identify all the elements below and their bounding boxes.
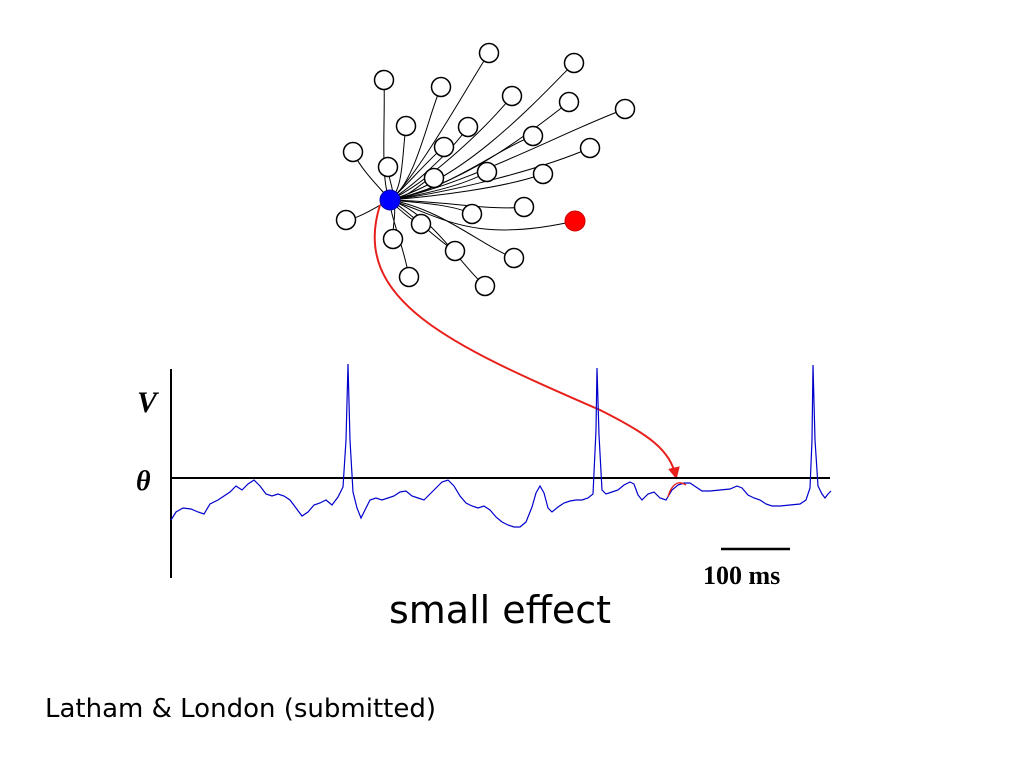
citation: Latham & London (submitted): [45, 694, 436, 724]
figure-caption: small effect: [388, 588, 612, 632]
presynaptic-neuron: [513, 196, 535, 218]
presynaptic-neuron: [501, 85, 523, 107]
presynaptic-neuron: [474, 275, 496, 297]
presynaptic-neuron: [430, 76, 452, 98]
presynaptic-neuron: [461, 203, 483, 225]
network-diagram: [335, 42, 636, 297]
presynaptic-neuron: [558, 91, 580, 113]
presynaptic-neuron: [478, 42, 500, 64]
voltage-trace: [170, 363, 832, 528]
dendrite: [383, 79, 391, 201]
scale-bar-label: 100 ms: [703, 561, 780, 590]
influence-arrow: [373, 204, 680, 480]
dendrite: [389, 95, 513, 201]
presynaptic-neuron: [410, 213, 432, 235]
presynaptic-neuron: [522, 125, 544, 147]
presynaptic-neuron: [335, 209, 357, 231]
dendrite: [389, 173, 544, 201]
target-neuron: [379, 189, 401, 211]
presynaptic-neuron: [579, 137, 601, 159]
threshold-label: θ: [136, 466, 151, 497]
dendrite: [389, 199, 486, 287]
presynaptic-neuron: [373, 69, 395, 91]
presynaptic-neuron: [532, 163, 554, 185]
voltage-axis-label: V: [137, 386, 160, 419]
presynaptic-neuron: [614, 98, 636, 120]
presynaptic-neuron: [398, 266, 420, 288]
presynaptic-neuron: [342, 141, 364, 163]
presynaptic-neuron: [457, 116, 479, 138]
scale-bar: 100 ms: [703, 547, 790, 590]
perturbed-neuron: [564, 210, 586, 232]
presynaptic-neurons: [335, 42, 636, 297]
presynaptic-neuron: [423, 167, 445, 189]
voltage-plot: V θ: [136, 363, 832, 578]
dendrite: [389, 199, 515, 259]
presynaptic-neuron: [476, 161, 498, 183]
presynaptic-neuron: [444, 240, 466, 262]
presynaptic-neuron: [395, 115, 417, 137]
presynaptic-neuron: [563, 52, 585, 74]
dendrite: [389, 62, 575, 201]
presynaptic-neuron: [382, 228, 404, 250]
presynaptic-neuron: [433, 136, 455, 158]
red-neuron-dendrite: [389, 199, 576, 231]
presynaptic-neuron: [377, 156, 399, 178]
dendrite: [389, 199, 525, 209]
perturbation-segment: [667, 482, 687, 498]
dendrite: [389, 147, 591, 201]
dendrite: [389, 135, 534, 201]
presynaptic-neuron: [503, 247, 525, 269]
